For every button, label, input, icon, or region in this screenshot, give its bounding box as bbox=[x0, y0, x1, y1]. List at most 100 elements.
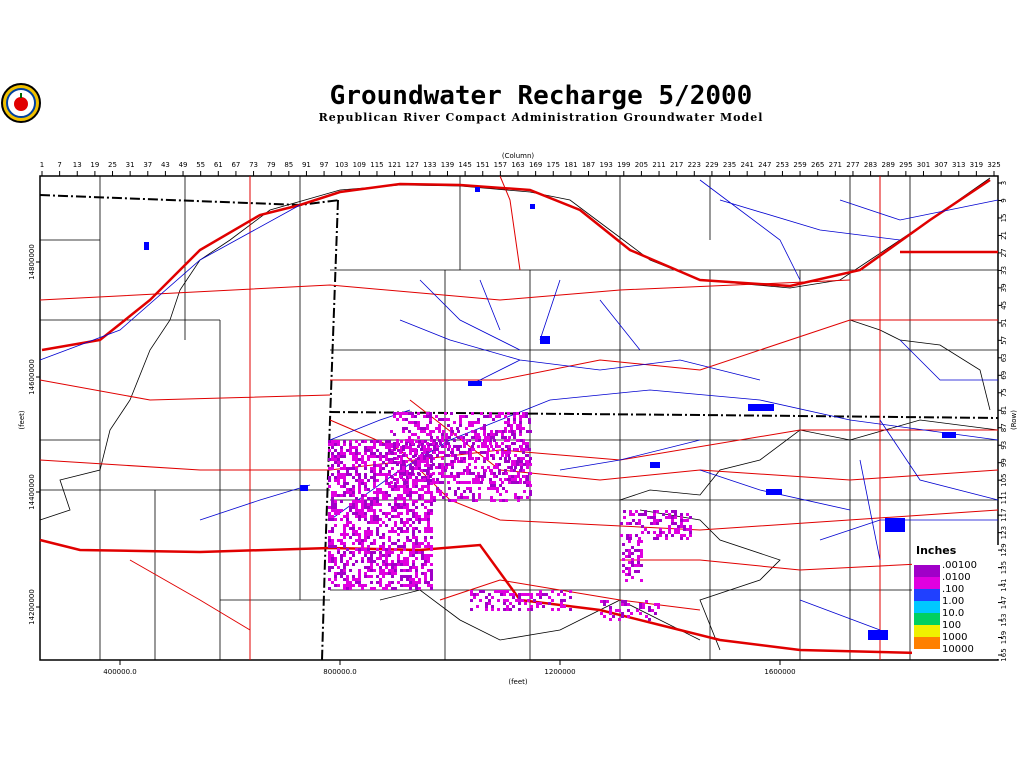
legend-swatch bbox=[914, 613, 940, 625]
column-tick-label: 271 bbox=[829, 161, 842, 169]
row-tick-label: 147 bbox=[1000, 596, 1008, 609]
legend-swatch bbox=[914, 601, 940, 613]
column-tick-label: 127 bbox=[406, 161, 419, 169]
column-tick-label: 43 bbox=[161, 161, 170, 169]
column-tick-label: 205 bbox=[635, 161, 648, 169]
legend-label: 1.00 bbox=[942, 596, 964, 607]
column-tick-label: 229 bbox=[705, 161, 718, 169]
row-tick-label: 21 bbox=[1000, 231, 1008, 240]
legend-label: .0100 bbox=[942, 572, 971, 583]
column-tick-label: 187 bbox=[582, 161, 595, 169]
column-tick-label: 97 bbox=[320, 161, 329, 169]
legend-swatch bbox=[914, 589, 940, 601]
legend-swatch bbox=[914, 637, 940, 649]
column-tick-label: 55 bbox=[196, 161, 205, 169]
column-tick-label: 307 bbox=[934, 161, 947, 169]
y-label: (feet) bbox=[18, 410, 26, 430]
column-tick-label: 31 bbox=[126, 161, 135, 169]
row-tick-label: 51 bbox=[1000, 318, 1008, 327]
row-tick-label: 69 bbox=[1000, 371, 1008, 380]
column-tick-label: 145 bbox=[458, 161, 471, 169]
column-tick-label: 283 bbox=[864, 161, 877, 169]
column-tick-label: 25 bbox=[108, 161, 117, 169]
column-tick-label: 319 bbox=[970, 161, 983, 169]
column-tick-label: 49 bbox=[179, 161, 188, 169]
column-tick-label: 265 bbox=[811, 161, 824, 169]
column-tick-label: 241 bbox=[740, 161, 753, 169]
column-tick-label: 85 bbox=[284, 161, 293, 169]
row-tick-label: 63 bbox=[1000, 353, 1008, 362]
column-tick-label: 163 bbox=[511, 161, 524, 169]
row-tick-label: 99 bbox=[1000, 458, 1008, 467]
column-tick-label: 199 bbox=[617, 161, 630, 169]
legend-label: 10.0 bbox=[942, 608, 964, 619]
row-tick-label: 57 bbox=[1000, 336, 1008, 345]
column-tick-label: 235 bbox=[723, 161, 736, 169]
column-tick-label: 1 bbox=[40, 161, 44, 169]
row-tick-label: 3 bbox=[1000, 181, 1008, 185]
column-tick-label: 301 bbox=[917, 161, 930, 169]
row-tick-label: 111 bbox=[1000, 491, 1008, 504]
column-tick-label: 169 bbox=[529, 161, 542, 169]
x-tick-label: 1200000 bbox=[544, 668, 575, 676]
column-tick-label: 37 bbox=[143, 161, 152, 169]
x-tick-label: 800000.0 bbox=[323, 668, 356, 676]
y-tick-label: 14600000 bbox=[28, 359, 36, 395]
y-tick-label: 14800000 bbox=[28, 244, 36, 280]
row-label: (Row) bbox=[1010, 410, 1018, 430]
row-tick-label: 141 bbox=[1000, 578, 1008, 591]
column-tick-label: 313 bbox=[952, 161, 965, 169]
row-tick-label: 39 bbox=[1000, 283, 1008, 292]
legend-swatch bbox=[914, 625, 940, 637]
row-tick-label: 27 bbox=[1000, 248, 1008, 257]
x-label: (feet) bbox=[508, 678, 528, 686]
legend-label: 10000 bbox=[942, 644, 974, 655]
row-tick-label: 159 bbox=[1000, 631, 1008, 644]
column-tick-label: 325 bbox=[987, 161, 1000, 169]
row-tick-label: 93 bbox=[1000, 441, 1008, 450]
row-tick-label: 87 bbox=[1000, 423, 1008, 432]
logo bbox=[1, 83, 41, 123]
legend-swatch bbox=[914, 577, 940, 589]
row-tick-label: 81 bbox=[1000, 406, 1008, 415]
row-tick-label: 15 bbox=[1000, 214, 1008, 223]
x-tick-label: 400000.0 bbox=[103, 668, 136, 676]
column-tick-label: 253 bbox=[776, 161, 789, 169]
column-tick-label: 175 bbox=[547, 161, 560, 169]
column-tick-label: 115 bbox=[370, 161, 383, 169]
row-tick-label: 45 bbox=[1000, 301, 1008, 310]
legend-label: .100 bbox=[942, 584, 964, 595]
column-tick-label: 139 bbox=[441, 161, 454, 169]
column-tick-label: 247 bbox=[758, 161, 771, 169]
legend-title: Inches bbox=[916, 544, 957, 557]
column-tick-label: 157 bbox=[494, 161, 507, 169]
column-tick-label: 121 bbox=[388, 161, 401, 169]
title: Groundwater Recharge 5/2000 bbox=[330, 81, 753, 111]
subtitle: Republican River Compact Administration … bbox=[319, 111, 764, 124]
row-tick-label: 153 bbox=[1000, 613, 1008, 626]
column-tick-label: 73 bbox=[249, 161, 258, 169]
row-tick-label: 105 bbox=[1000, 473, 1008, 486]
column-tick-label: 259 bbox=[793, 161, 806, 169]
legend-swatch bbox=[914, 565, 940, 577]
x-tick-label: 1600000 bbox=[764, 668, 795, 676]
row-tick-label: 9 bbox=[1000, 198, 1008, 202]
column-tick-label: 7 bbox=[57, 161, 61, 169]
legend-label: 1000 bbox=[942, 632, 967, 643]
column-label: (Column) bbox=[502, 152, 535, 160]
column-tick-label: 277 bbox=[846, 161, 859, 169]
column-tick-label: 103 bbox=[335, 161, 348, 169]
row-tick-label: 75 bbox=[1000, 388, 1008, 397]
column-tick-label: 91 bbox=[302, 161, 311, 169]
column-tick-label: 211 bbox=[652, 161, 665, 169]
column-tick-label: 133 bbox=[423, 161, 436, 169]
row-tick-label: 135 bbox=[1000, 561, 1008, 574]
y-tick-label: 14400000 bbox=[28, 474, 36, 510]
legend-label: .00100 bbox=[942, 560, 977, 571]
column-tick-label: 217 bbox=[670, 161, 683, 169]
legend-label: 100 bbox=[942, 620, 961, 631]
legend: Inches .00100.0100.1001.0010.01001000100… bbox=[912, 544, 1000, 659]
column-tick-label: 13 bbox=[73, 161, 82, 169]
column-tick-label: 193 bbox=[599, 161, 612, 169]
